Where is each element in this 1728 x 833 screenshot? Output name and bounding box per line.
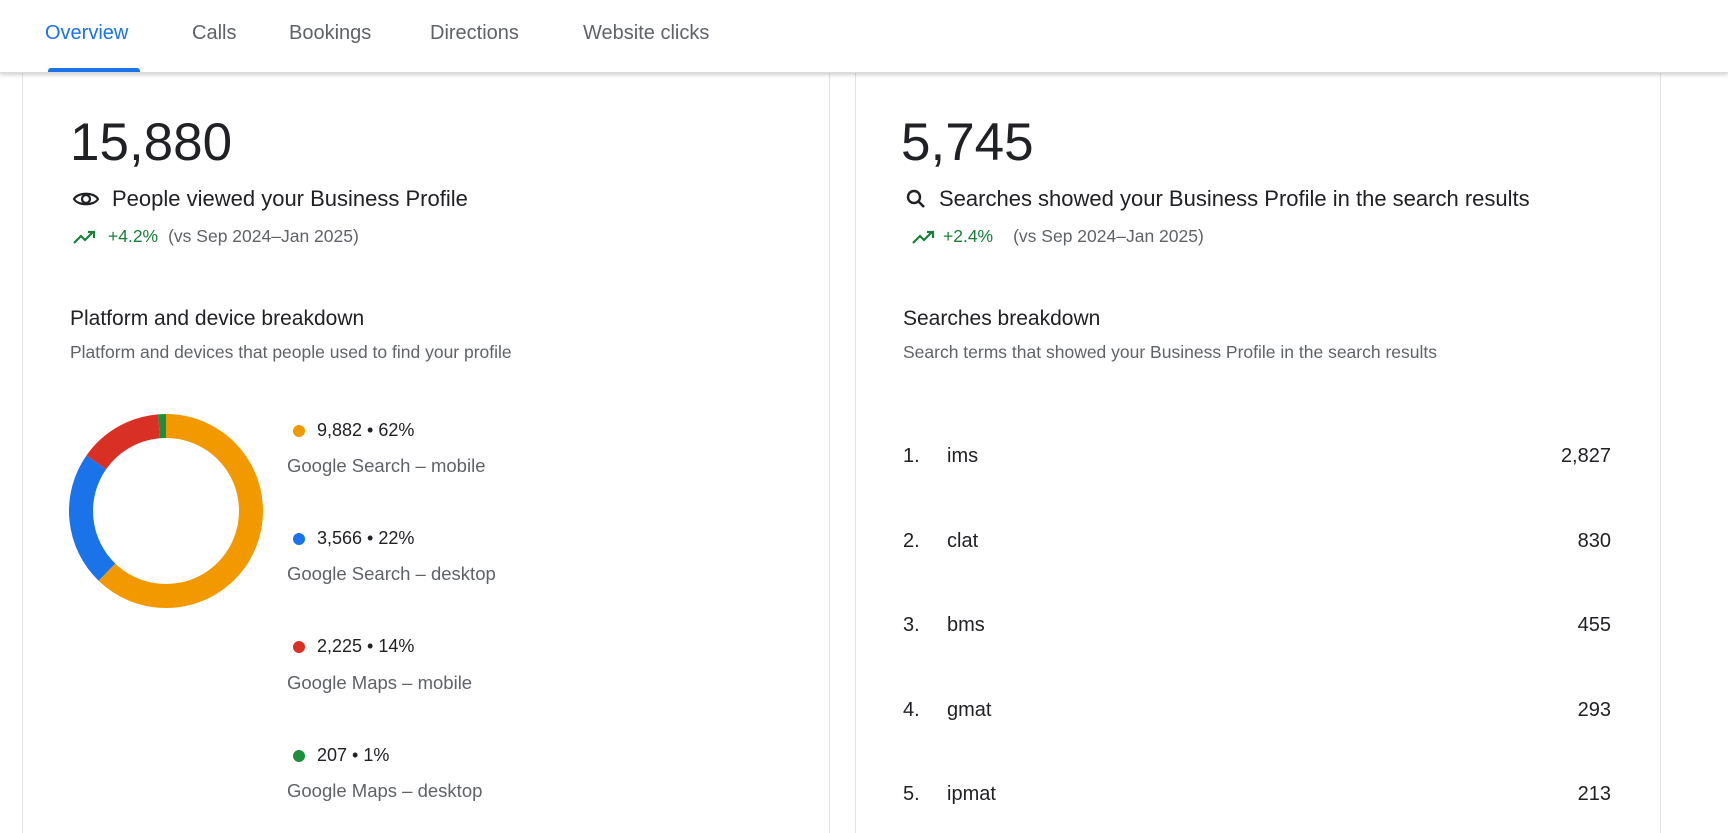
legend-value: 9,882 • 62% <box>317 420 414 441</box>
searches-breakdown-title: Searches breakdown <box>903 307 1100 331</box>
views-trend: +4.2% (vs Sep 2024–Jan 2025) <box>72 226 359 247</box>
rank: 5. <box>903 783 920 806</box>
search-term: ims <box>947 445 978 468</box>
legend-value: 3,566 • 22% <box>317 528 414 549</box>
search-term: ipmat <box>947 783 996 806</box>
donut-slice-1 <box>107 426 251 596</box>
tab-calls[interactable]: Calls <box>192 22 236 45</box>
search-icon <box>905 188 927 210</box>
donut-slice-3 <box>96 426 159 462</box>
legend-value: 2,225 • 14% <box>317 636 414 657</box>
views-comparison: (vs Sep 2024–Jan 2025) <box>168 226 359 247</box>
searches-trend: +2.4% (vs Sep 2024–Jan 2025) <box>911 226 1204 247</box>
search-count: 2,827 <box>1561 445 1611 468</box>
tab-bookings[interactable]: Bookings <box>289 22 371 45</box>
search-count: 830 <box>1578 530 1611 553</box>
legend-dot <box>293 425 305 437</box>
search-term: bms <box>947 614 985 637</box>
legend-value-row: 2,225 • 14% <box>293 636 414 657</box>
legend-value-row: 3,566 • 22% <box>293 528 414 549</box>
search-count: 293 <box>1578 699 1611 722</box>
platform-breakdown-title: Platform and device breakdown <box>70 307 364 331</box>
platform-donut-chart <box>66 411 266 611</box>
eye-icon <box>72 189 100 209</box>
legend-value-row: 9,882 • 62% <box>293 420 414 441</box>
search-term: clat <box>947 530 978 553</box>
active-tab-indicator <box>48 68 140 72</box>
legend-label: Google Search – desktop <box>287 563 496 585</box>
legend-value: 207 • 1% <box>317 745 389 766</box>
tab-directions[interactable]: Directions <box>430 22 519 45</box>
search-count: 213 <box>1578 783 1611 806</box>
views-label: People viewed your Business Profile <box>112 186 468 212</box>
rank: 4. <box>903 699 920 722</box>
search-term: gmat <box>947 699 991 722</box>
search-count: 455 <box>1578 614 1611 637</box>
searches-label: Searches showed your Business Profile in… <box>939 186 1530 212</box>
tab-bar: Overview Calls Bookings Directions Websi… <box>0 0 1728 73</box>
legend-dot <box>293 533 305 545</box>
trending-up-icon <box>72 229 98 245</box>
views-label-row: People viewed your Business Profile <box>72 186 468 212</box>
legend-dot <box>293 641 305 653</box>
views-total: 15,880 <box>70 112 232 173</box>
tab-overview[interactable]: Overview <box>45 22 128 45</box>
searches-total: 5,745 <box>901 112 1034 173</box>
legend-label: Google Maps – mobile <box>287 672 472 694</box>
rank: 2. <box>903 530 920 553</box>
legend-value-row: 207 • 1% <box>293 745 389 766</box>
donut-slice-2 <box>81 462 107 572</box>
tab-website-clicks[interactable]: Website clicks <box>583 22 709 45</box>
searches-breakdown-subtitle: Search terms that showed your Business P… <box>903 342 1437 363</box>
legend-label: Google Search – mobile <box>287 455 485 477</box>
rank: 3. <box>903 614 920 637</box>
searches-label-row: Searches showed your Business Profile in… <box>905 186 1530 212</box>
legend-label: Google Maps – desktop <box>287 780 482 802</box>
views-change: +4.2% <box>108 226 158 247</box>
rank: 1. <box>903 445 920 468</box>
trending-up-icon <box>911 229 937 245</box>
legend-dot <box>293 750 305 762</box>
platform-breakdown-subtitle: Platform and devices that people used to… <box>70 342 512 363</box>
searches-comparison: (vs Sep 2024–Jan 2025) <box>1013 226 1204 247</box>
searches-change: +2.4% <box>943 226 993 247</box>
